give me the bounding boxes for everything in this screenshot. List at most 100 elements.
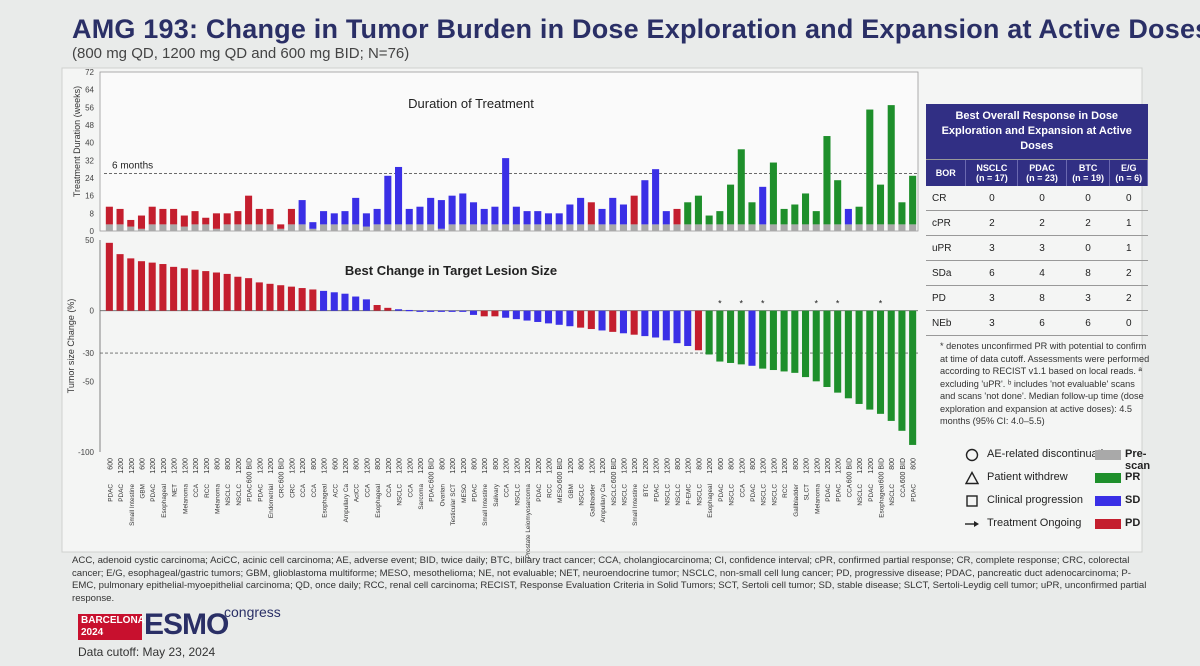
tumor-type-label: Sarcoma bbox=[418, 484, 425, 510]
change-bar bbox=[834, 310, 842, 393]
change-bar bbox=[202, 271, 210, 311]
duration-bar bbox=[191, 211, 199, 225]
change-bar bbox=[223, 273, 231, 311]
prescan-bar bbox=[876, 224, 885, 231]
change-bar bbox=[137, 261, 146, 311]
change-bar bbox=[384, 307, 392, 311]
tumor-type-label: RCC bbox=[782, 484, 789, 498]
tumor-type-label: Small Intestine bbox=[632, 484, 639, 526]
prescan-bar bbox=[759, 224, 767, 231]
prescan-bar bbox=[448, 224, 456, 231]
change-bar bbox=[534, 310, 542, 322]
duration-bar bbox=[844, 208, 852, 225]
bor-cell: 3 bbox=[965, 235, 1018, 261]
change-bar bbox=[684, 310, 692, 346]
prescan-bar bbox=[159, 224, 167, 231]
slide-subtitle: (800 mg QD, 1200 mg QD and 600 mg BID; N… bbox=[72, 45, 410, 62]
tumor-type-label: PDAC bbox=[825, 484, 832, 502]
dose-label: 1200 bbox=[407, 458, 414, 474]
duration-bar bbox=[148, 206, 156, 225]
prescan-bar bbox=[727, 224, 735, 231]
bor-cell: 1 bbox=[1109, 235, 1148, 261]
prescan-bar bbox=[491, 224, 499, 231]
change-bar bbox=[769, 310, 777, 371]
duration-bar bbox=[823, 136, 831, 225]
change-bar bbox=[170, 266, 178, 311]
prescan-bar bbox=[705, 224, 713, 231]
dose-label: 1200 bbox=[150, 458, 157, 474]
prescan-bar bbox=[330, 224, 338, 231]
tumor-type-label: Melanoma bbox=[182, 484, 189, 514]
tumor-type-label: ACC bbox=[332, 484, 339, 498]
prescan-bar bbox=[180, 226, 188, 231]
prescan-bar bbox=[630, 224, 638, 231]
prescan-bar bbox=[427, 224, 435, 231]
prescan-bar bbox=[245, 224, 253, 231]
tumor-type-label: NSCLC bbox=[664, 484, 671, 506]
dose-label: 1200 bbox=[814, 458, 821, 474]
duration-bar bbox=[641, 180, 649, 225]
dose-label: 1200 bbox=[450, 458, 457, 474]
bor-row-label: CR bbox=[926, 186, 966, 211]
prescan-bar bbox=[502, 224, 510, 231]
legend-ae-label: AE-related discontinuation bbox=[987, 448, 1116, 460]
unconfirmed-asterisk: * bbox=[879, 299, 883, 309]
dose-label: 600 BID bbox=[557, 458, 564, 483]
tumor-type-label: Ovarian bbox=[439, 484, 446, 507]
change-bar bbox=[866, 310, 874, 410]
duration-bar bbox=[459, 193, 467, 225]
tumor-type-label: PDAC bbox=[247, 484, 254, 502]
duration-bar bbox=[502, 158, 510, 225]
duration-ytick: 72 bbox=[85, 68, 94, 77]
prescan-bar bbox=[512, 224, 520, 231]
change-bar bbox=[802, 310, 810, 378]
change-bar bbox=[812, 310, 820, 382]
change-bar bbox=[469, 310, 478, 315]
change-bar bbox=[566, 310, 574, 327]
prescan-bar bbox=[909, 224, 917, 231]
change-bar bbox=[619, 310, 627, 334]
unconfirmed-asterisk: * bbox=[814, 299, 818, 309]
tumor-type-label: Gallbladder bbox=[793, 483, 800, 517]
prescan-bar bbox=[277, 228, 285, 231]
duration-bar bbox=[202, 217, 210, 225]
duration-bar bbox=[759, 186, 767, 225]
unconfirmed-asterisk: * bbox=[761, 299, 765, 309]
prescan-bar bbox=[255, 224, 263, 231]
bor-row-label: SDa bbox=[926, 260, 966, 286]
duration-bar bbox=[159, 208, 167, 225]
change-bar bbox=[716, 310, 724, 362]
tumor-type-label: NSCLC bbox=[514, 484, 521, 506]
dose-label: 800 bbox=[493, 458, 500, 470]
bor-table-heading: Best Overall Response in Dose Exploratio… bbox=[926, 104, 1148, 160]
dose-label: 800 bbox=[889, 458, 896, 470]
duration-bar bbox=[652, 169, 660, 225]
duration-ytick: 16 bbox=[85, 192, 94, 201]
change-bar bbox=[855, 310, 863, 404]
duration-bar bbox=[212, 213, 220, 229]
bor-row: SDa 6 4 8 2 bbox=[926, 260, 1148, 286]
bor-cell: 0 bbox=[1109, 186, 1148, 211]
prescan-bar bbox=[266, 224, 274, 231]
duration-bar bbox=[405, 208, 413, 225]
change-ylabel: Tumor size Change (%) bbox=[66, 299, 76, 394]
prescan-bar bbox=[684, 224, 692, 231]
change-bar bbox=[727, 310, 735, 363]
dose-label: 1200 bbox=[771, 458, 778, 474]
tumor-type-label: MESO bbox=[461, 484, 468, 503]
prescan-bar bbox=[127, 226, 135, 231]
dose-label: 600 BID bbox=[429, 458, 436, 483]
tumor-type-label: Melanoma bbox=[814, 484, 821, 514]
bor-table-body: CR 0 0 0 0 cPR 2 2 2 1 uPR 3 3 0 1 SDa 6 4 8 2 PD 3 8 3 2 NEb 3 6 6 0 bbox=[926, 186, 1148, 336]
prescan-bar bbox=[587, 224, 595, 231]
bor-cell: 6 bbox=[1066, 310, 1110, 336]
tumor-type-label: Endometrial bbox=[268, 484, 275, 518]
prescan-bar bbox=[191, 224, 199, 231]
change-bar bbox=[577, 310, 585, 328]
dose-label: 1200 bbox=[643, 458, 650, 474]
legend-progression-label: Clinical progression bbox=[987, 494, 1083, 506]
legend-prescan-label: Pre-scan bbox=[1125, 448, 1151, 472]
prescan-bar bbox=[170, 224, 178, 231]
change-bar bbox=[437, 310, 445, 312]
legend-row-withdrew: Patient withdrew PR bbox=[965, 469, 1155, 492]
